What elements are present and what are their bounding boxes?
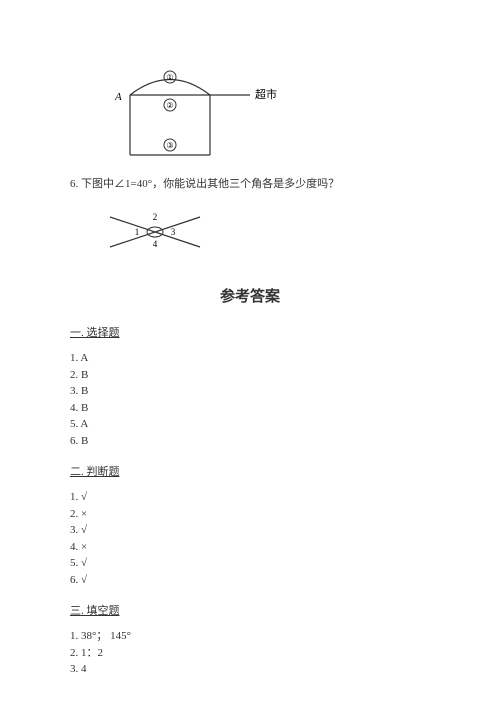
answer-item: 2. 1：2 (70, 645, 430, 662)
angle-label-bottom: 4 (153, 239, 158, 249)
figure1-label-1: ① (166, 73, 173, 82)
answer-item: 5. √ (70, 555, 430, 572)
figure-crossed-lines: 2 1 3 4 (100, 205, 430, 263)
answer-key-title: 参考答案 (70, 285, 430, 306)
question-6-text: 6. 下图中∠1=40°，你能说出其他三个角各是多少度吗？ (70, 178, 339, 190)
question-6: 6. 下图中∠1=40°，你能说出其他三个角各是多少度吗？ (70, 175, 430, 191)
answer-item: 2. B (70, 367, 430, 384)
angle-label-top: 2 (153, 212, 158, 222)
angle-label-left: 1 (135, 227, 140, 237)
answers-container: 一. 选择题 1. A2. B3. B4. B5. A6. B 二. 判断题 1. √… (70, 324, 430, 678)
answer-item: 4. B (70, 400, 430, 417)
answer-item: 1. √ (70, 489, 430, 506)
angle-label-right: 3 (171, 227, 176, 237)
answer-item: 6. √ (70, 572, 430, 589)
answer-item: 3. B (70, 383, 430, 400)
figure1-label-3: ③ (166, 141, 173, 150)
answer-item: 1. 38°； 145° (70, 628, 430, 645)
answer-item: 2. × (70, 506, 430, 523)
answer-item: 1. A (70, 350, 430, 367)
answer-section-heading: 一. 选择题 (70, 324, 430, 340)
answer-section-heading: 三. 填空题 (70, 602, 430, 618)
answer-section-heading: 二. 判断题 (70, 463, 430, 479)
answer-item: 3. √ (70, 522, 430, 539)
answer-item: 5. A (70, 416, 430, 433)
figure1-point-a: A (114, 91, 122, 103)
answer-item: 4. × (70, 539, 430, 556)
figure1-label-supermarket: 超市 (255, 87, 277, 101)
answer-item: 6. B (70, 433, 430, 450)
figure1-label-2: ② (166, 101, 173, 110)
figure-supermarket-route: ① A 超市 ② ③ (100, 60, 430, 163)
answer-item: 3. 4 (70, 661, 430, 678)
